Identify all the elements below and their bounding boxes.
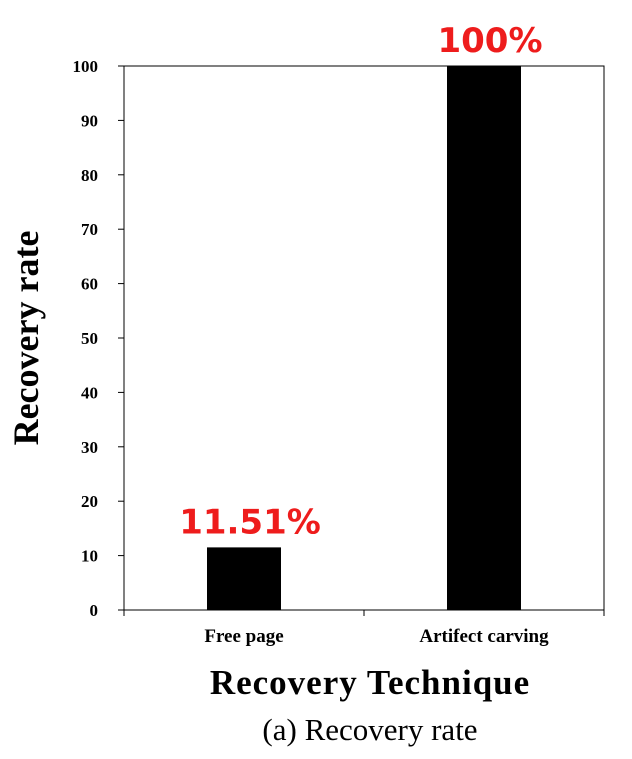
bar-value-label: 100%: [437, 21, 542, 61]
y-tick-label: 30: [81, 438, 98, 457]
y-tick-label: 70: [81, 220, 98, 239]
y-axis-ticks: 0 10 20 30 40 50 60 70 80 90 100: [73, 57, 124, 620]
y-tick-label: 80: [81, 166, 98, 185]
data-labels: 11.51% 100%: [179, 21, 542, 542]
y-axis-label: Recovery rate: [6, 231, 46, 446]
bar-value-label: 11.51%: [179, 502, 321, 542]
y-tick-label: 60: [81, 275, 98, 294]
y-tick-label: 10: [81, 547, 98, 566]
figure-caption: (a) Recovery rate: [262, 712, 477, 747]
y-tick-label: 40: [81, 383, 98, 402]
y-tick-label: 20: [81, 492, 98, 511]
bars: [207, 66, 521, 610]
x-category-label: Artifect carving: [419, 626, 549, 647]
x-category-label: Free page: [204, 626, 283, 647]
bar: [447, 66, 521, 610]
y-tick-label: 100: [73, 57, 99, 76]
bar: [207, 547, 281, 610]
y-tick-label: 0: [90, 601, 99, 620]
x-axis-label: Recovery Technique: [210, 663, 530, 702]
x-axis-categories: Free page Artifect carving: [123, 610, 605, 647]
y-tick-label: 50: [81, 329, 98, 348]
y-tick-label: 90: [81, 111, 98, 130]
